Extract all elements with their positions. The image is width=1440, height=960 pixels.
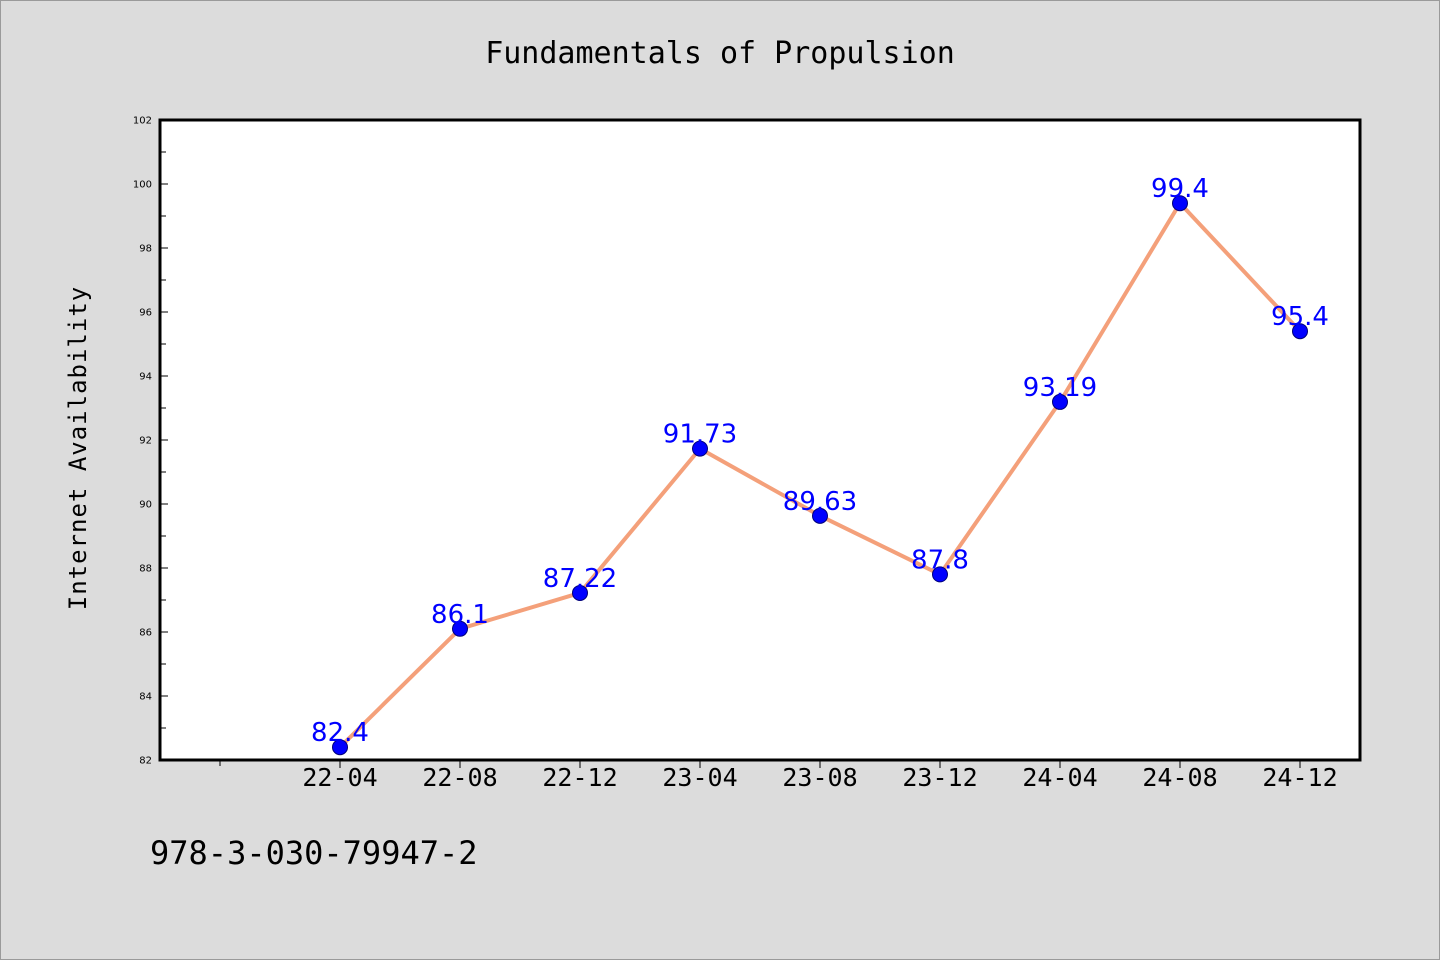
chart-title: Fundamentals of Propulsion: [485, 36, 955, 71]
x-tick-label: 23-04: [662, 763, 737, 792]
x-tick-label: 24-04: [1022, 763, 1097, 792]
data-label: 93.19: [1023, 373, 1097, 403]
y-tick-label: 84: [139, 692, 152, 703]
data-label: 95.4: [1271, 302, 1329, 332]
y-tick-label: 90: [139, 500, 152, 511]
data-label: 86.1: [431, 600, 489, 630]
data-label: 89.63: [783, 487, 857, 517]
x-tick-label: 22-08: [422, 763, 497, 792]
isbn-annotation: 978-3-030-79947-2: [150, 834, 478, 872]
plot-area: [160, 120, 1360, 760]
y-tick-label: 96: [139, 308, 152, 319]
y-tick-label: 102: [133, 116, 152, 127]
data-point: [332, 739, 348, 756]
data-point: [812, 507, 828, 524]
y-tick-label: 92: [139, 436, 152, 447]
data-label: 99.4: [1151, 174, 1209, 204]
data-point: [1172, 195, 1188, 212]
y-tick-label: 88: [139, 564, 152, 575]
series-layer: 82.4 86.1 87.22 91.73 89.63 87.8 93.19 99.4 95.4: [311, 174, 1329, 756]
data-point: [1292, 323, 1308, 340]
y-tick-label: 94: [139, 372, 152, 383]
data-label: 82.4: [311, 718, 369, 748]
y-tick-label: 98: [139, 244, 152, 255]
data-label: 87.22: [543, 564, 617, 594]
y-axis: 82 84 86 88 90 92 94 96 98 100 102: [133, 116, 168, 767]
data-point: [1052, 393, 1068, 410]
x-tick-label: 23-12: [902, 763, 977, 792]
data-point: [692, 440, 708, 457]
x-axis: 22-04 22-08 22-12 23-04 23-08 23-12 24-04 24-08…: [219, 760, 1338, 792]
x-tick-label: 22-12: [542, 763, 617, 792]
data-point: [452, 620, 468, 637]
y-axis-label: Internet Availability: [64, 286, 92, 610]
x-tick-label: 24-08: [1142, 763, 1217, 792]
x-tick-label: 24-12: [1262, 763, 1337, 792]
x-tick-label: 23-08: [782, 763, 857, 792]
plot-frame: [158, 118, 1362, 762]
y-tick-label: 86: [139, 628, 152, 639]
data-label: 87.8: [911, 545, 969, 575]
y-tick-label: 82: [139, 756, 152, 767]
x-tick-label: 22-04: [302, 763, 377, 792]
y-tick-label: 100: [133, 180, 152, 191]
data-label: 91.73: [663, 420, 737, 450]
data-point: [572, 584, 588, 601]
data-point: [932, 566, 948, 583]
